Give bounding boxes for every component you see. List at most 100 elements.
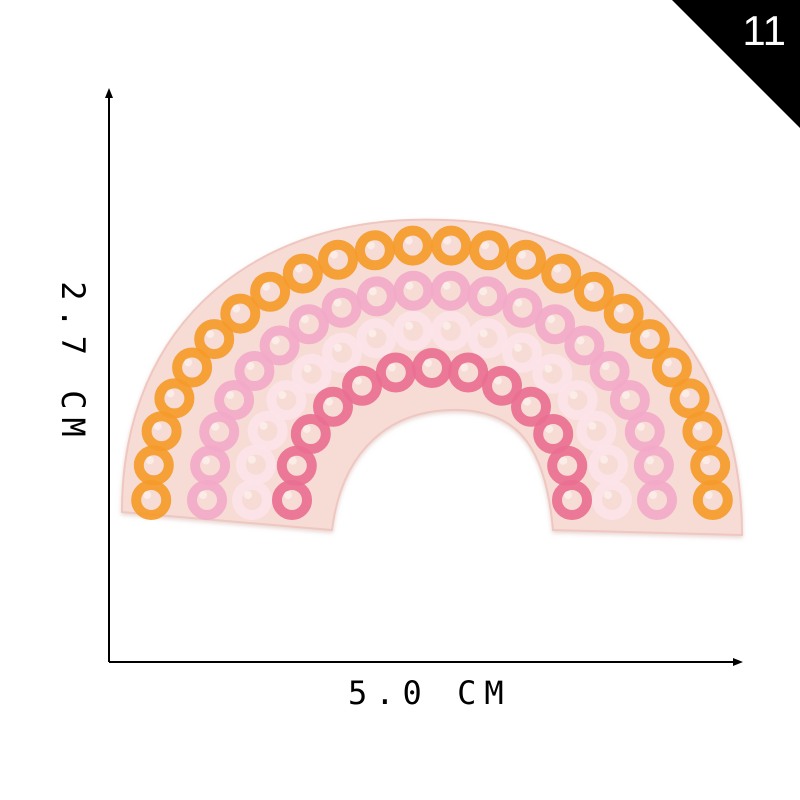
sequin — [393, 270, 434, 311]
sequin-highlight — [547, 315, 556, 324]
badge-number: 11 — [742, 7, 786, 54]
sequin — [532, 353, 573, 394]
sequin-highlight — [553, 264, 562, 273]
sequin — [199, 411, 240, 452]
sequin-highlight — [284, 491, 292, 499]
sequin — [290, 414, 331, 454]
sequin-highlight — [354, 376, 362, 385]
sequin-highlight — [621, 391, 630, 400]
sequin-highlight — [663, 358, 672, 367]
horizontal-axis-arrow — [733, 658, 743, 666]
sequin-highlight — [262, 282, 271, 291]
sequin — [533, 414, 574, 454]
sequin-highlight — [545, 425, 554, 433]
sequin-highlight — [334, 343, 342, 352]
sequin — [502, 287, 543, 328]
sequin — [564, 325, 605, 366]
sequin — [354, 230, 395, 271]
sequin — [469, 230, 510, 271]
sequin — [250, 271, 291, 312]
sequin — [589, 351, 630, 391]
sequin — [154, 378, 195, 419]
sequin — [592, 480, 632, 520]
sequin-highlight — [232, 304, 241, 313]
sequin — [629, 319, 670, 360]
sequin-highlight — [636, 422, 645, 431]
sequin — [288, 304, 329, 345]
sequin-highlight — [702, 456, 711, 465]
sequin — [232, 480, 272, 520]
sequin — [682, 411, 723, 452]
sequin — [431, 225, 472, 266]
sequin — [637, 480, 677, 520]
sequin-highlight — [294, 264, 303, 273]
sequin — [467, 318, 508, 359]
sequin — [557, 380, 598, 421]
sequin-highlight — [143, 491, 152, 499]
sequin — [541, 253, 582, 294]
sequin-highlight — [278, 391, 287, 400]
sequin-highlight — [479, 287, 488, 296]
sequin-highlight — [494, 376, 502, 385]
sequin-highlight — [303, 364, 312, 373]
sequin-highlight — [460, 363, 469, 372]
sequin — [588, 444, 629, 485]
sequin-highlight — [481, 241, 490, 250]
sequin-highlight — [325, 397, 333, 406]
sequin — [651, 347, 692, 388]
sequin — [247, 410, 288, 451]
sequin-highlight — [518, 250, 526, 259]
sequin — [624, 411, 665, 452]
sequin-highlight — [544, 364, 553, 373]
sequin — [552, 480, 592, 520]
sequin-highlight — [145, 456, 154, 465]
sequin — [133, 445, 174, 486]
sequin-highlight — [694, 422, 703, 431]
sequin — [393, 310, 434, 351]
sequin-highlight — [704, 491, 713, 499]
sequin-highlight — [166, 389, 175, 398]
sequin-highlight — [288, 456, 297, 465]
sequin-highlight — [184, 358, 193, 367]
sequin-highlight — [246, 362, 255, 370]
sequin-highlight — [300, 315, 309, 324]
sequin — [234, 351, 275, 391]
sequin-highlight — [199, 491, 207, 499]
sequin-highlight — [211, 422, 220, 431]
sequin-highlight — [559, 456, 568, 465]
sequin — [535, 304, 576, 345]
sequin-highlight — [442, 281, 451, 290]
sequin-highlight — [387, 363, 396, 372]
sequin — [375, 352, 416, 393]
sequin — [603, 293, 644, 334]
sequin-highlight — [681, 389, 690, 398]
sequin — [392, 225, 433, 266]
sequin-highlight — [259, 421, 268, 430]
sequin — [291, 353, 332, 394]
sequin-highlight — [649, 491, 657, 499]
sequin-highlight — [523, 397, 531, 406]
sequin-highlight — [514, 298, 523, 307]
sequin-highlight — [641, 330, 650, 339]
sequin — [448, 352, 489, 393]
sequin — [266, 380, 307, 421]
sequin — [356, 318, 397, 359]
sequin — [214, 380, 255, 421]
sequin-highlight — [405, 321, 414, 330]
sequin — [356, 276, 397, 317]
sequin-highlight — [247, 455, 256, 464]
sequin — [321, 287, 362, 328]
sequin — [412, 348, 452, 388]
sequin-highlight — [333, 298, 342, 307]
sequin — [313, 386, 353, 427]
sequin — [318, 239, 358, 280]
sequin — [669, 378, 710, 419]
sequin-highlight — [405, 281, 414, 290]
sequin-highlight — [514, 343, 522, 352]
felt-base — [120, 218, 744, 537]
sequin-highlight — [601, 362, 610, 370]
sequin — [172, 347, 213, 388]
sequin-highlight — [244, 491, 252, 499]
